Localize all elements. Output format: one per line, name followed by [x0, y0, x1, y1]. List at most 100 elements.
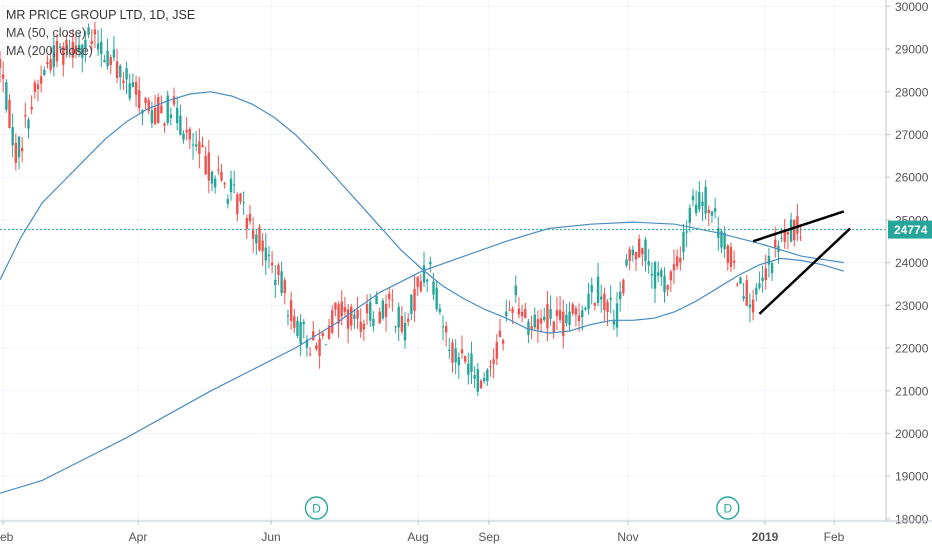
candle-body: [77, 44, 81, 52]
candle-body: [350, 306, 353, 326]
candle-body: [555, 310, 559, 317]
candle-body: [125, 68, 128, 80]
candle-body: [606, 302, 609, 313]
candle-body: [207, 152, 211, 181]
candle-body: [36, 84, 40, 90]
candle-body: [403, 322, 407, 341]
candle-body: [115, 61, 119, 79]
candle-body: [530, 326, 533, 330]
candle-body: [93, 29, 97, 35]
candle-body: [793, 219, 796, 241]
candle-body: [81, 45, 84, 58]
candle-body: [770, 263, 774, 274]
candle-body: [182, 133, 185, 140]
x-tick-label: Feb: [824, 530, 845, 544]
candle-body: [732, 260, 736, 263]
candle-body: [751, 299, 755, 313]
candle-body: [546, 304, 549, 329]
y-tick-label: 18000: [895, 512, 929, 526]
candle-body: [549, 309, 552, 319]
candle-body: [176, 107, 179, 124]
candle-body: [767, 255, 771, 265]
candle-body: [476, 369, 480, 392]
trendline[interactable]: [752, 210, 845, 243]
candle-body: [736, 284, 739, 286]
candle-body: [451, 342, 454, 363]
candle-body: [128, 83, 131, 99]
candle-body: [62, 46, 65, 65]
ma-200-line: [0, 221, 844, 494]
y-tick-label: 21000: [895, 384, 929, 398]
candle-body: [577, 315, 581, 322]
chart-title: MR PRICE GROUP LTD, 1D, JSE: [6, 8, 196, 22]
candle-body: [729, 246, 733, 267]
candle-body: [489, 366, 492, 368]
candle-body: [362, 323, 366, 330]
candle-body: [160, 105, 163, 114]
candle-body: [68, 52, 71, 54]
candle-body: [691, 195, 695, 201]
candle-body: [774, 239, 777, 248]
candle-body: [758, 283, 761, 288]
candle-body: [666, 285, 669, 290]
legend-ma-50: MA (50, close): [6, 26, 86, 40]
candle-body: [650, 273, 654, 276]
dividend-marker[interactable]: [304, 496, 329, 520]
candle-body: [508, 309, 511, 311]
candle-body: [106, 50, 109, 67]
candle-body: [11, 127, 14, 146]
candle-body: [343, 306, 347, 312]
candle-body: [0, 59, 2, 68]
candle-body: [584, 307, 587, 310]
candle-body: [501, 339, 505, 344]
candle-body: [631, 249, 635, 256]
candle-body: [675, 256, 679, 267]
candle-body: [217, 169, 220, 171]
candle-body: [236, 194, 239, 215]
candle-body: [179, 115, 182, 135]
dividend-marker-label: D: [312, 502, 321, 516]
candle-body: [647, 261, 650, 266]
candle-body: [486, 369, 489, 382]
dividend-marker-label: D: [723, 502, 732, 516]
candle-body: [283, 280, 286, 294]
candle-body: [653, 262, 657, 289]
candle-body: [264, 247, 267, 261]
dividend-marker[interactable]: [716, 496, 740, 520]
candle-body: [331, 310, 334, 333]
candle-body: [688, 207, 692, 223]
candle-body: [416, 277, 419, 287]
candle-body: [799, 237, 802, 239]
candle-body: [739, 277, 742, 284]
candle-body: [1, 74, 5, 79]
candle-body: [701, 201, 704, 207]
x-tick-label: Apr: [129, 530, 148, 544]
candle-body: [255, 234, 258, 244]
candle-body: [463, 356, 467, 362]
candle-body: [527, 321, 530, 335]
candle-body: [694, 204, 698, 213]
candle-body: [511, 308, 514, 313]
candle-body: [90, 40, 93, 44]
candle-body: [388, 293, 391, 300]
candle-body: [552, 321, 555, 333]
candle-body: [571, 304, 574, 314]
candle-body: [103, 59, 106, 62]
candle-body: [293, 316, 296, 328]
candle-body: [419, 281, 423, 291]
candle-body: [166, 95, 169, 124]
candle-body: [558, 310, 562, 320]
candle-body: [539, 318, 543, 324]
candle-body: [783, 229, 786, 242]
candle-body: [242, 202, 245, 204]
candle-body: [191, 144, 195, 146]
candle-body: [229, 178, 233, 193]
candle-body: [84, 39, 87, 49]
trendline[interactable]: [758, 227, 851, 315]
candle-body: [239, 193, 242, 202]
candle-body: [223, 183, 226, 185]
candle-body: [634, 251, 638, 260]
candle-body: [698, 191, 701, 210]
